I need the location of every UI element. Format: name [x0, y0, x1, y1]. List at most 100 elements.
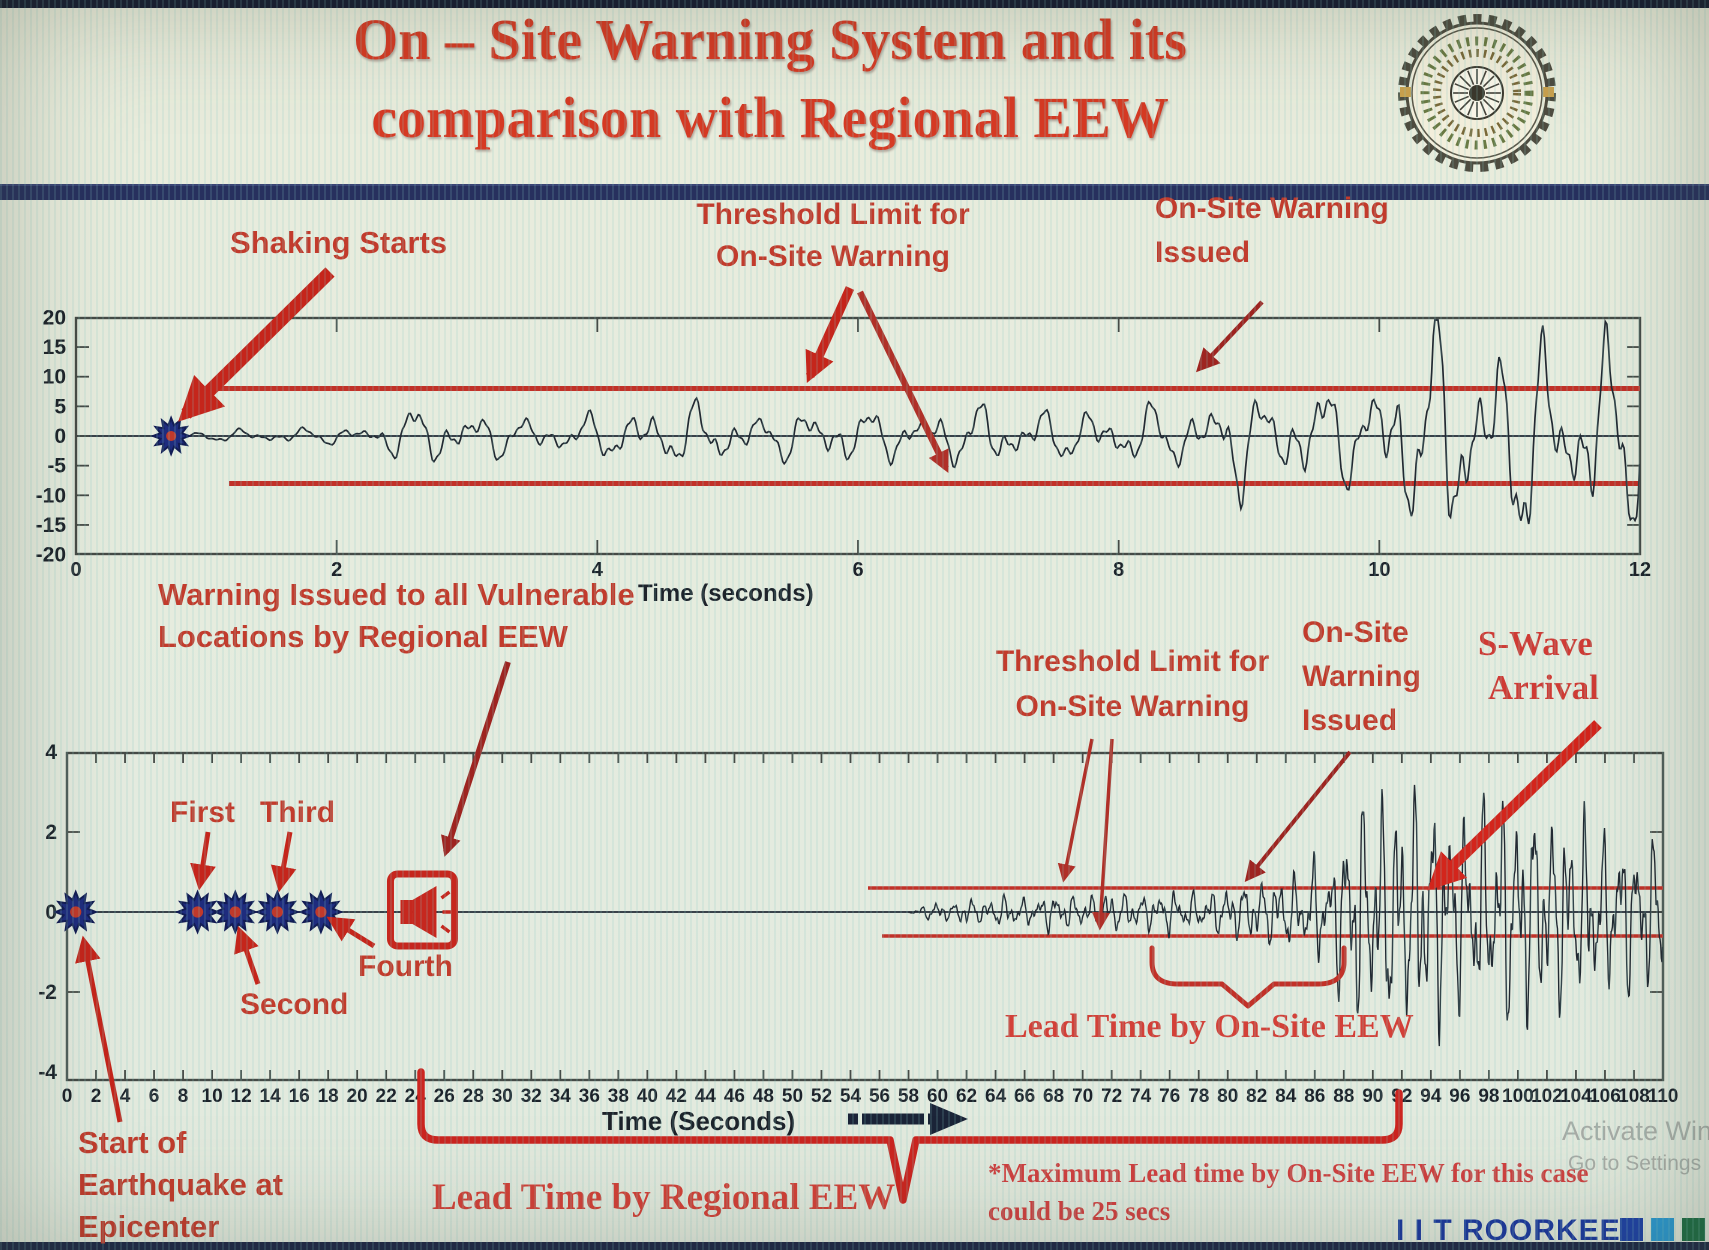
bottom-chart-xtick-label: 100: [1502, 1086, 1534, 1107]
bottom-chart-xtick-label: 20: [347, 1086, 368, 1107]
bottom-chart-xtick-label: 40: [637, 1086, 658, 1107]
threshold-limit-top-label-l2: On-Site Warning: [716, 240, 950, 273]
bottom-chart-xtick-label: 54: [840, 1086, 862, 1107]
bottom-chart-xtick-label: 98: [1478, 1086, 1499, 1107]
bottom-chart-xtick-label: 34: [550, 1086, 572, 1107]
bottom-chart-xtick-label: 0: [62, 1086, 73, 1107]
regional-warning-arrow-icon: [441, 661, 511, 857]
third-detection-label: Third: [260, 796, 335, 829]
bottom-chart-xtick-label: 50: [782, 1086, 803, 1107]
bottom-chart-xtick-label: 62: [956, 1086, 977, 1107]
fourth-detection-label: Fourth: [358, 950, 453, 983]
activate-watermark-l1: Activate Win: [1562, 1116, 1709, 1146]
lead-time-onsite-label: Lead Time by On-Site EEW: [1005, 1008, 1414, 1045]
bottom-chart-xtick-label: 36: [579, 1086, 600, 1107]
bottom-chart-xtick-label: 82: [1246, 1086, 1267, 1107]
p-detection-star-icon-4: [254, 889, 301, 935]
bottom-chart-xtick-label: 66: [1014, 1086, 1035, 1107]
top-chart-xtick-label: 0: [70, 559, 81, 581]
bottom-chart-xtick-label: 76: [1159, 1086, 1180, 1107]
bottom-chart-xtick-label: 12: [231, 1086, 252, 1107]
second-arrow-icon: [234, 925, 261, 985]
top-edge-strip: [0, 0, 1709, 8]
first-arrow-icon: [190, 831, 216, 891]
threshold-limit-top-label-l1: Threshold Limit for: [696, 198, 970, 231]
bottom-chart-ytick-label: 2: [45, 821, 57, 844]
top-chart-xtick-label: 4: [592, 559, 604, 581]
separator-band: [0, 184, 1709, 200]
bottom-chart-xtick-label: 74: [1130, 1086, 1152, 1107]
top-chart-ytick-label: 0: [54, 425, 66, 448]
onsite-warning-issued-top-label-l2: Issued: [1155, 236, 1251, 269]
bottom-chart-ytick-label: -4: [38, 1061, 57, 1084]
slide-title-line2: comparison with Regional EEW: [371, 85, 1169, 150]
bottom-chart-xtick-label: 104: [1560, 1086, 1592, 1107]
bottom-chart-ytick-label: 4: [45, 741, 57, 764]
threshold-top-upper-arrow-icon: [805, 286, 855, 383]
time-axis-arrow-icon: [848, 1103, 968, 1135]
p-detection-star-icon-1: [53, 889, 99, 935]
bottom-chart-ytick-label: 0: [45, 901, 57, 924]
bottom-chart-xtick-label: 60: [927, 1086, 948, 1107]
p-detection-star-icon-3: [212, 889, 258, 935]
bottom-chart-xtick-label: 70: [1072, 1086, 1093, 1107]
bottom-chart-ytick-label: -2: [38, 981, 57, 1004]
top-xaxis-title: Time (seconds): [638, 580, 814, 607]
bottom-chart-xtick-label: 26: [434, 1086, 455, 1107]
p-detection-star-icon-5: [298, 889, 344, 935]
bottom-chart-xtick-label: 38: [608, 1086, 629, 1107]
epicenter-arrow-icon: [75, 935, 123, 1123]
threshold-top-lower-arrow-icon: [857, 290, 949, 473]
lead-time-onsite-brace: [1149, 945, 1347, 1009]
bottom-chart-xtick-label: 56: [869, 1086, 890, 1107]
onsite-warning-issued-bottom-label-l3: Issued: [1302, 704, 1398, 737]
bottom-chart-xtick-label: 108: [1618, 1086, 1650, 1107]
bottom-chart-xtick-label: 10: [202, 1086, 223, 1107]
slide-title-line1: On – Site Warning System and its: [353, 7, 1187, 72]
bottom-chart-xtick-label: 16: [289, 1086, 310, 1107]
iit-roorkee-wordmark: I I T ROORKEE: [1396, 1214, 1621, 1247]
first-detection-label: First: [170, 796, 236, 829]
brand-square-blue: [1620, 1218, 1643, 1241]
bottom-chart-xtick-label: 22: [376, 1086, 397, 1107]
bottom-chart-xtick-label: 44: [695, 1086, 717, 1107]
bottom-xaxis-title: Time (Seconds): [602, 1106, 796, 1136]
swave-arrival-arrow-icon: [1427, 720, 1602, 891]
bottom-chart-waveform: [908, 784, 1663, 1047]
bottom-chart-xtick-label: 78: [1188, 1086, 1209, 1107]
threshold-bottom-lower-arrow-icon: [1091, 738, 1114, 931]
second-detection-label: Second: [240, 988, 349, 1021]
bottom-chart-xtick-label: 90: [1362, 1086, 1383, 1107]
top-chart-ytick-label: 5: [54, 395, 66, 418]
top-chart-xtick-label: 6: [852, 559, 863, 581]
threshold-bottom-upper-arrow-icon: [1057, 738, 1094, 883]
bottom-chart-xtick-label: 64: [985, 1086, 1007, 1107]
top-chart: 0 2 4 6 8 10 12 20 15 10 5 0 -5 -10 -15 -20: [36, 306, 1651, 581]
shaking-starts-label: Shaking Starts: [230, 225, 448, 260]
top-chart-ytick-label: 15: [43, 336, 67, 359]
bottom-chart-xtick-label: 14: [260, 1086, 282, 1107]
brand-square-lightblue: [1651, 1218, 1674, 1241]
bottom-chart-xtick-label: 42: [666, 1086, 687, 1107]
epicenter-label-l1: Start of: [78, 1125, 187, 1160]
top-chart-waveform: [170, 318, 1640, 525]
bottom-chart-xtick-label: 52: [811, 1086, 832, 1107]
regional-warning-label-l1: Warning Issued to all Vulnerable: [158, 577, 635, 612]
top-chart-xtick-label: 2: [331, 559, 342, 581]
bottom-chart: 0 2 4 6 8 10 12 14 16 18 20 22 24 26 28 30 32 34 36 38 40 42 4…: [38, 741, 1678, 1107]
regional-warning-label-l2: Locations by Regional EEW: [158, 619, 568, 654]
fourth-arrow-icon: [326, 916, 376, 949]
bottom-chart-xtick-label: 30: [492, 1086, 513, 1107]
bottom-edge-strip: [0, 1242, 1709, 1250]
shaking-start-star-icon: [150, 415, 192, 457]
top-chart-ytick-label: -15: [36, 514, 67, 537]
bottom-chart-xtick-label: 8: [178, 1086, 189, 1107]
lead-time-regional-bracket: [417, 1068, 1403, 1204]
top-chart-xtick-label: 12: [1629, 559, 1651, 581]
bottom-chart-xtick-label: 6: [149, 1086, 160, 1107]
regional-warning-speaker-icon: [386, 870, 458, 950]
epicenter-label-l2: Earthquake at: [78, 1167, 284, 1202]
swave-arrival-label-l2: Arrival: [1488, 668, 1599, 707]
